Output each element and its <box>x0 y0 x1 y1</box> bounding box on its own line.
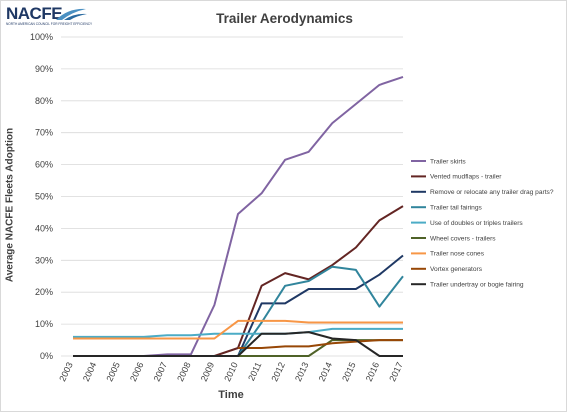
y-tick-label: 60% <box>35 160 53 170</box>
x-tick-label: 2003 <box>57 361 75 383</box>
x-tick-label: 2011 <box>246 361 263 383</box>
y-tick-label: 90% <box>35 64 53 74</box>
legend-label: Use of doubles or triples trailers <box>430 220 523 227</box>
x-tick-labels: 2003 2004 2005 2006 2007 2008 2009 2010 2011 2012… <box>57 361 405 383</box>
legend-label: Remove or relocate any trailer drag part… <box>430 189 554 196</box>
logo-swoosh-icon <box>56 8 87 20</box>
series-lines <box>73 75 404 357</box>
y-tick-label: 80% <box>35 96 53 106</box>
series-line <box>237 265 404 357</box>
x-tick-label: 2016 <box>364 361 382 383</box>
legend: Trailer skirts Vented mudflaps - trailer R… <box>411 158 554 289</box>
chart-title: Trailer Aerodynamics <box>216 11 353 26</box>
x-tick-label: 2010 <box>222 361 240 383</box>
series-line <box>214 254 404 357</box>
x-tick-label: 2006 <box>128 361 146 383</box>
x-tick-label: 2009 <box>199 361 217 383</box>
y-tick-label: 10% <box>35 319 53 329</box>
logo-text: NACFE <box>6 4 63 23</box>
x-tick-label: 2008 <box>175 361 193 383</box>
series-line <box>73 331 403 357</box>
y-tick-label: 0% <box>40 351 53 361</box>
series-line <box>214 205 404 357</box>
x-tick-label: 2007 <box>152 361 170 383</box>
y-tick-label: 50% <box>35 192 53 202</box>
y-tick-labels: 0% 10% 20% 30% 40% 50% 60% 70% 80% 90% 100% <box>30 32 53 361</box>
logo-subtitle: NORTH AMERICAN COUNCIL FOR FREIGHT EFFIC… <box>6 22 93 26</box>
x-tick-label: 2013 <box>293 361 311 383</box>
y-tick-label: 100% <box>30 32 53 42</box>
legend-label: Vented mudflaps - trailer <box>430 174 502 181</box>
series-line <box>73 75 404 357</box>
x-tick-label: 2004 <box>81 361 99 383</box>
series-line <box>73 327 403 338</box>
legend-label: Vortex generators <box>430 266 483 273</box>
legend-label: Wheel covers - trailers <box>430 235 496 242</box>
series-line <box>238 339 403 349</box>
y-tick-label: 40% <box>35 223 53 233</box>
x-tick-label: 2017 <box>387 361 405 383</box>
legend-label: Trailer skirts <box>430 158 466 165</box>
legend-label: Trailer undertray or bogie fairing <box>430 282 524 289</box>
y-tick-label: 20% <box>35 287 53 297</box>
x-tick-label: 2015 <box>340 361 358 383</box>
y-tick-label: 30% <box>35 255 53 265</box>
series-line <box>73 319 403 340</box>
legend-label: Trailer tail fairings <box>430 205 482 212</box>
y-tick-label: 70% <box>35 128 53 138</box>
x-axis-label: Time <box>218 389 244 401</box>
x-tick-label: 2005 <box>104 361 122 383</box>
gridlines <box>61 36 403 357</box>
x-tick-label: 2014 <box>317 361 335 383</box>
legend-label: Trailer nose cones <box>430 251 485 258</box>
nacfe-logo: NACFE NORTH AMERICAN COUNCIL FOR FREIGHT… <box>6 5 98 29</box>
x-tick-label: 2012 <box>269 361 287 383</box>
